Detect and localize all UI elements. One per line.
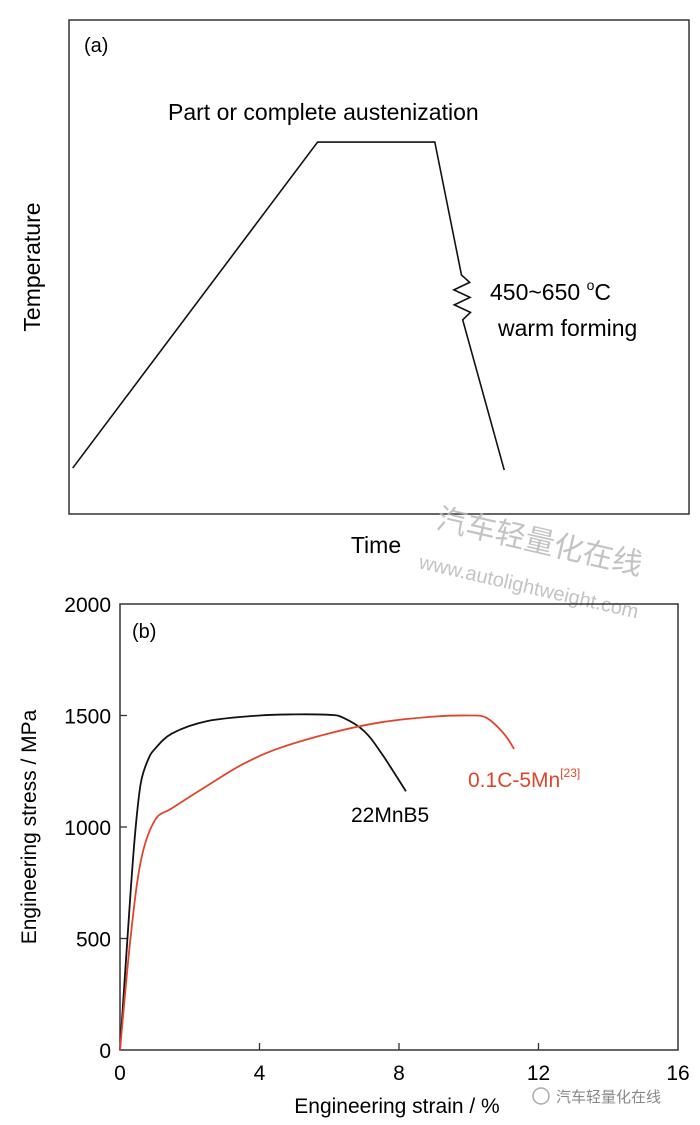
series-label-0-1c-5mn: 0.1C-5Mn[23] (468, 766, 580, 792)
panel-b-label: (b) (132, 621, 156, 643)
x-tick-label: 0 (114, 1062, 126, 1085)
forming-annotation: warm forming (497, 315, 637, 341)
plateau-annotation: Part or complete austenization (168, 99, 479, 125)
temp-range-annotation: 450~650 oC (490, 277, 611, 305)
series-label-22mnb5: 22MnB5 (351, 804, 429, 827)
x-tick-label: 12 (527, 1062, 550, 1085)
panel-a-label: (a) (84, 35, 108, 57)
x-tick-label: 8 (393, 1062, 405, 1085)
watermark: 汽车轻量化在线 www.autolightweight.com (416, 503, 646, 624)
panel-b-frame (119, 603, 679, 1051)
logo-text: 汽车轻量化在线 (556, 1089, 661, 1106)
y-tick-label: 0 (99, 1040, 111, 1063)
wechat-logo: 汽车轻量化在线 (532, 1087, 661, 1106)
series-line-22mnb5 (119, 713, 407, 1051)
wechat-icon (532, 1087, 550, 1105)
panel-a-ylabel: Temperature (19, 202, 45, 331)
process-curve (72, 141, 506, 471)
panel-a-xlabel: Time (351, 532, 401, 558)
y-tick-label: 500 (76, 929, 111, 952)
y-tick-label: 2000 (64, 594, 111, 617)
y-tick-label: 1000 (64, 817, 111, 840)
y-tick-label: 1500 (64, 706, 111, 729)
x-tick-label: 4 (254, 1062, 266, 1085)
panel-a-frame (68, 19, 690, 515)
panel-a: (a) Part or complete austenization 450~6… (19, 19, 690, 558)
panel-b: (b) 0 4 8 12 16 0 500 1000 1500 2000 22MnB5 0.1C-… (18, 594, 690, 1118)
x-tick-label: 16 (666, 1062, 689, 1085)
series-line-0-1c-5mn (119, 714, 515, 1051)
panel-b-xlabel: Engineering strain / % (294, 1095, 499, 1118)
panel-b-ylabel: Engineering stress / MPa (18, 709, 41, 944)
